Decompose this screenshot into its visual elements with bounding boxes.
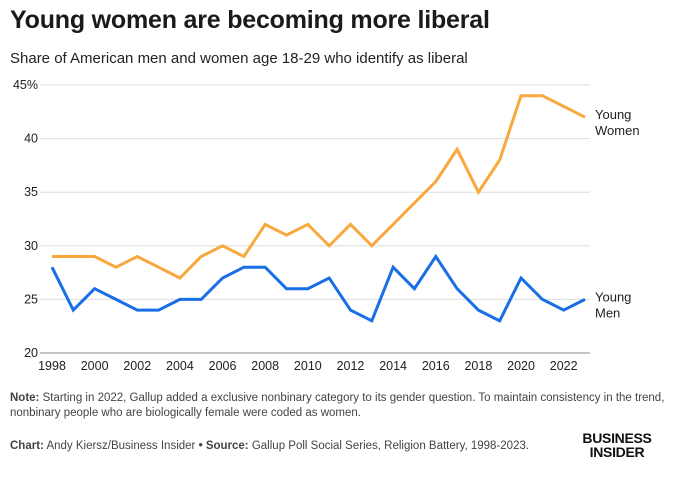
y-tick-label: 40	[24, 132, 38, 146]
credit-separator: •	[198, 440, 203, 452]
x-tick-label: 2014	[379, 359, 407, 373]
x-tick-label: 2008	[251, 359, 279, 373]
logo-line-1: BUSINESS	[582, 430, 652, 446]
chart-credit: Chart: Andy Kiersz/Business Insider • So…	[10, 440, 529, 452]
x-tick-label: 2006	[209, 359, 237, 373]
series-lines	[50, 94, 586, 323]
y-tick-label: 30	[24, 239, 38, 253]
young-men-line	[50, 253, 586, 323]
chart-subtitle: Share of American men and women age 18-2…	[10, 50, 468, 67]
young-women-label: Young Women	[595, 107, 640, 138]
y-tick-label: 45%	[13, 78, 38, 92]
x-tick-label: 2002	[123, 359, 151, 373]
series-labels: Young Women Young Men	[595, 107, 640, 320]
x-tick-label: 2000	[81, 359, 109, 373]
logo-line-2: INSIDER	[589, 444, 645, 460]
source-text: Gallup Poll Social Series, Religion Batt…	[251, 440, 530, 452]
x-tick-label: 2022	[550, 359, 578, 373]
chart-title: Young women are becoming more liberal	[10, 6, 490, 34]
chart-credit-text: Andy Kiersz/Business Insider	[46, 440, 196, 452]
source-label: Source:	[205, 440, 249, 452]
chart-note: Note: Starting in 2022, Gallup added a e…	[10, 391, 670, 421]
x-axis: 1998 2000 2002 2004 2006 2008 2010 2012 2014 2016…	[38, 359, 578, 373]
note-label: Note:	[10, 392, 40, 404]
x-tick-label: 2016	[422, 359, 450, 373]
y-tick-label: 35	[24, 185, 38, 199]
x-tick-label: 2020	[507, 359, 535, 373]
x-tick-label: 1998	[38, 359, 66, 373]
y-tick-label: 20	[24, 346, 38, 360]
young-men-label: Young Men	[595, 289, 631, 320]
line-chart: 20 25 30 35 40 45% 1998 2000 2002 2004 2006 2008 20…	[13, 78, 640, 373]
x-tick-label: 2018	[464, 359, 492, 373]
y-axis: 20 25 30 35 40 45%	[13, 78, 38, 360]
chart-credit-label: Chart:	[10, 440, 44, 452]
x-tick-label: 2010	[294, 359, 322, 373]
y-tick-label: 25	[24, 292, 38, 306]
young-women-line	[52, 94, 586, 280]
x-tick-label: 2012	[337, 359, 365, 373]
x-tick-label: 2004	[166, 359, 194, 373]
business-insider-logo: BUSINESS INSIDER	[578, 431, 656, 459]
gridlines	[40, 84, 590, 354]
note-text: Starting in 2022, Gallup added a exclusi…	[10, 392, 665, 419]
